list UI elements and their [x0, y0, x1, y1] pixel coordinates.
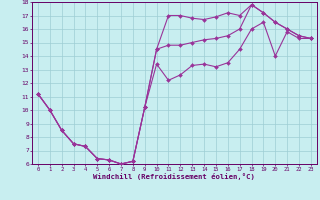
X-axis label: Windchill (Refroidissement éolien,°C): Windchill (Refroidissement éolien,°C)	[93, 173, 255, 180]
